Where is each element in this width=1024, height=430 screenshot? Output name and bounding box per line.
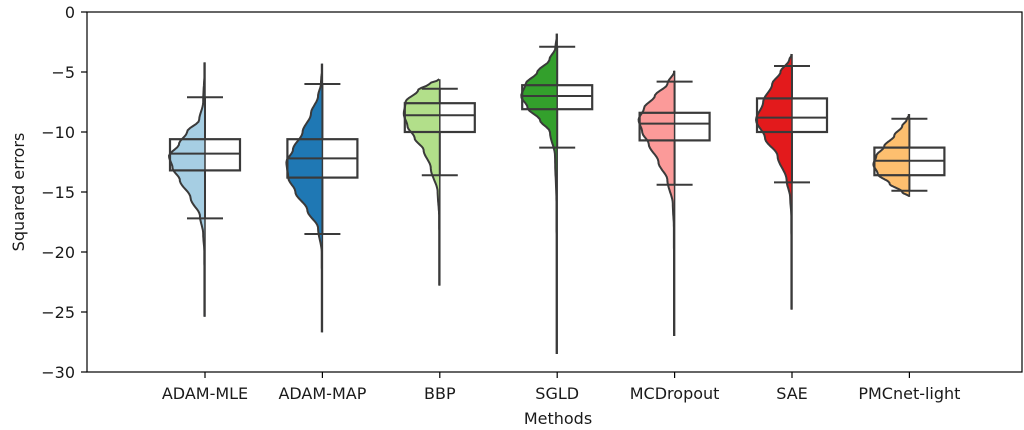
box-bbp xyxy=(403,102,476,134)
x-tick-label-mcdropout: MCDropout xyxy=(630,384,720,403)
x-tick-label-adam-map: ADAM-MAP xyxy=(278,384,366,403)
violin-pmcnet-light xyxy=(873,114,910,197)
y-tick-label: −10 xyxy=(41,123,75,142)
violin-sgld xyxy=(521,33,558,354)
x-tick-label-bbp: BBP xyxy=(424,384,456,403)
box-adam-mle xyxy=(168,138,242,172)
plot-frame xyxy=(86,11,1023,373)
box-sgld xyxy=(521,84,594,111)
y-tick-label: −5 xyxy=(51,63,75,82)
plot-area xyxy=(168,33,946,354)
y-tick-label: −25 xyxy=(41,303,75,322)
y-tick-label: −20 xyxy=(41,243,75,262)
x-tick-label-adam-mle: ADAM-MLE xyxy=(162,384,248,403)
violin-adam-map xyxy=(286,63,323,333)
y-tick-label: 0 xyxy=(65,3,75,22)
x-tick-label-sae: SAE xyxy=(776,384,808,403)
x-tick-label-sgld: SGLD xyxy=(535,384,579,403)
x-tick-label-pmcnet-light: PMCnet-light xyxy=(858,384,960,403)
violin-outline-pmcnet-light xyxy=(872,113,910,198)
violin-bbp xyxy=(403,79,440,286)
box-sae xyxy=(755,97,829,134)
violin-mcdropout xyxy=(638,70,675,337)
axes: ADAM-MLE ADAM-MAP BBP SGLD MCDropout SAE PMCne… xyxy=(41,3,1023,403)
box-mcdropout xyxy=(638,111,711,142)
y-tick-label: −30 xyxy=(41,363,75,382)
y-axis-label: Squared errors xyxy=(9,133,28,252)
x-axis-label: Methods xyxy=(524,409,592,428)
y-tick-label: −15 xyxy=(41,183,75,202)
